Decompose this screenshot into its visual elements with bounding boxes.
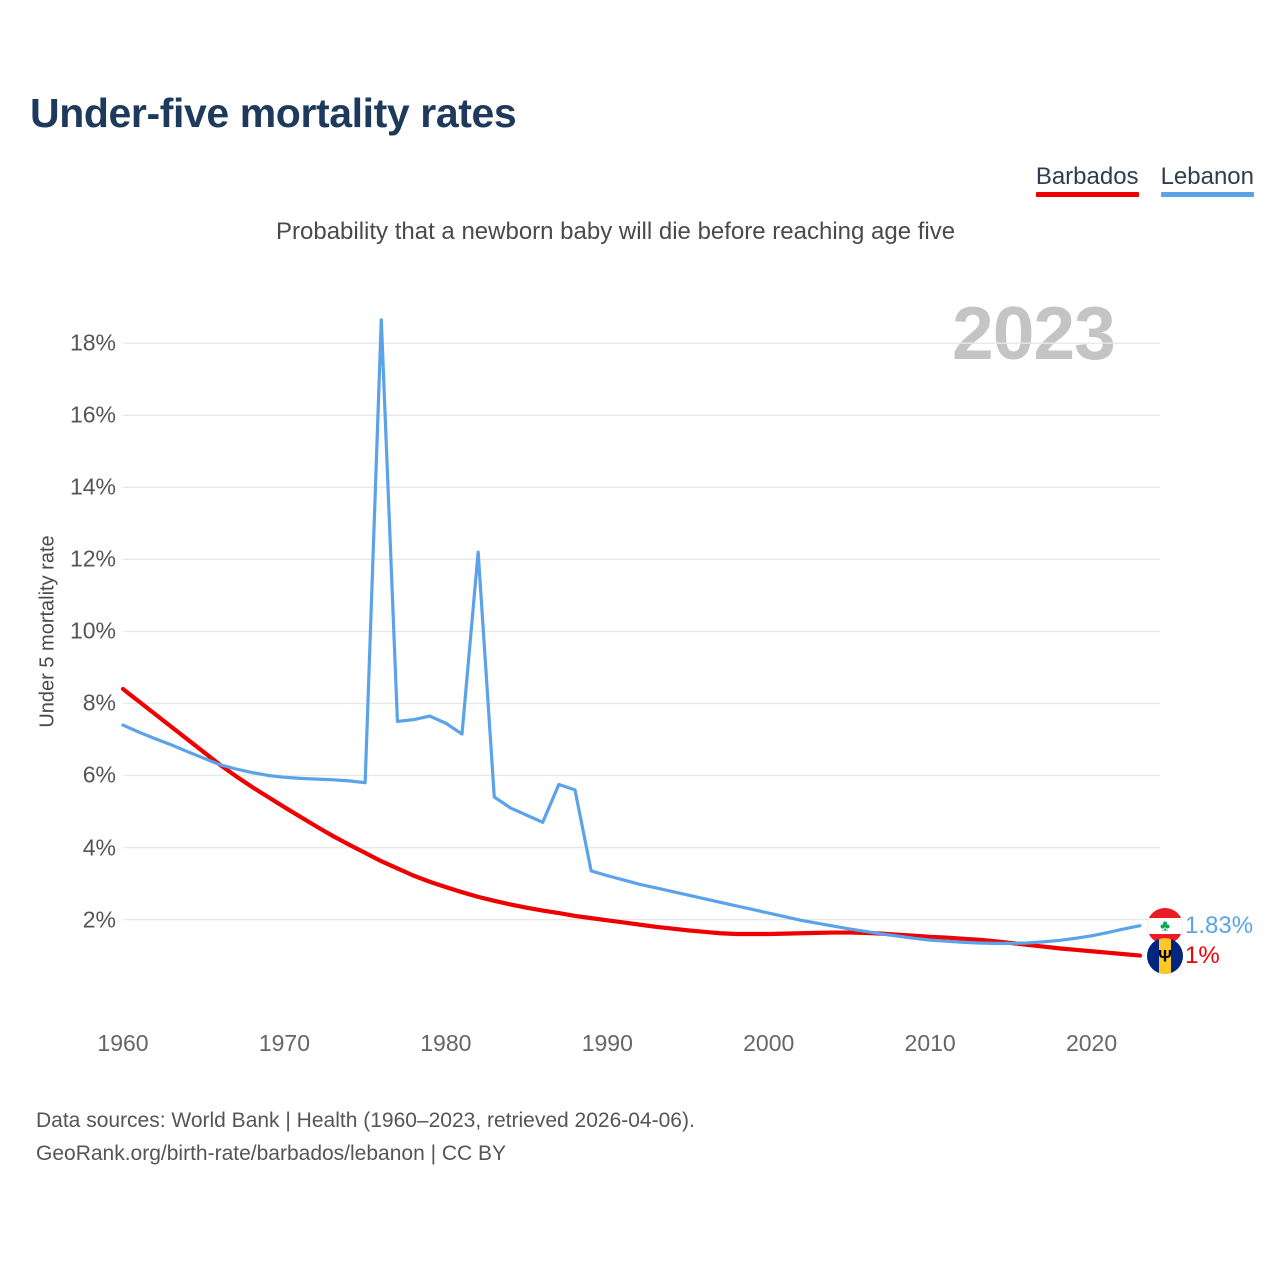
y-tick-label: 10%: [69, 617, 116, 644]
year-watermark: 2023: [952, 291, 1116, 375]
legend-rule-barbados: [1035, 192, 1139, 198]
x-tick-label: 1990: [581, 1030, 633, 1056]
x-tick-label: 2020: [1065, 1030, 1118, 1056]
y-tick-label: 16%: [69, 401, 116, 428]
y-tick-label: 4%: [82, 834, 116, 861]
chart-footer: Data sources: World Bank | Health (1960–…: [36, 1105, 695, 1170]
cedar-icon: ♣: [1160, 917, 1170, 935]
x-tick-label: 1960: [97, 1030, 149, 1056]
x-tick-label: 2010: [904, 1030, 956, 1056]
footer-line-attribution: GeoRank.org/birth-rate/barbados/lebanon …: [36, 1141, 507, 1165]
end-value-barbados: 1%: [1185, 941, 1220, 969]
x-tick-label: 2000: [743, 1030, 795, 1056]
chart-legend: Barbados Lebanon: [1035, 163, 1254, 198]
y-axis-ticks: 2% 4% 6% 8% 10% 12% 14% 16% 18%: [0, 0, 116, 1280]
end-value-lebanon: 1.83%: [1185, 911, 1254, 939]
footer-line-sources: Data sources: World Bank | Health (1960–…: [36, 1109, 695, 1132]
series-line-barbados: [120, 686, 1143, 958]
trident-icon: Ψ: [1158, 946, 1172, 966]
barbados-flag-icon: Ψ: [1147, 937, 1183, 974]
x-tick-label: 1980: [420, 1030, 472, 1056]
gridlines: [123, 342, 1160, 921]
y-tick-label: 18%: [69, 329, 116, 356]
chart-subtitle: Probability that a newborn baby will die…: [276, 218, 956, 245]
x-tick-label: 1970: [258, 1030, 311, 1056]
series-line-lebanon: [121, 318, 1142, 945]
legend-rule-lebanon: [1160, 192, 1254, 198]
legend-label-lebanon: Lebanon: [1160, 163, 1254, 190]
y-tick-label: 8%: [82, 689, 116, 716]
y-tick-label: 2%: [82, 906, 116, 933]
y-tick-label: 6%: [82, 761, 116, 788]
series-lines: [120, 318, 1143, 958]
y-tick-label: 12%: [69, 545, 116, 572]
legend-item-lebanon[interactable]: Lebanon: [1160, 163, 1254, 198]
y-tick-label: 14%: [69, 473, 116, 500]
page-title: Under-five mortality rates: [30, 90, 517, 136]
legend-item-barbados[interactable]: Barbados: [1035, 163, 1139, 198]
legend-label-barbados: Barbados: [1035, 163, 1139, 190]
